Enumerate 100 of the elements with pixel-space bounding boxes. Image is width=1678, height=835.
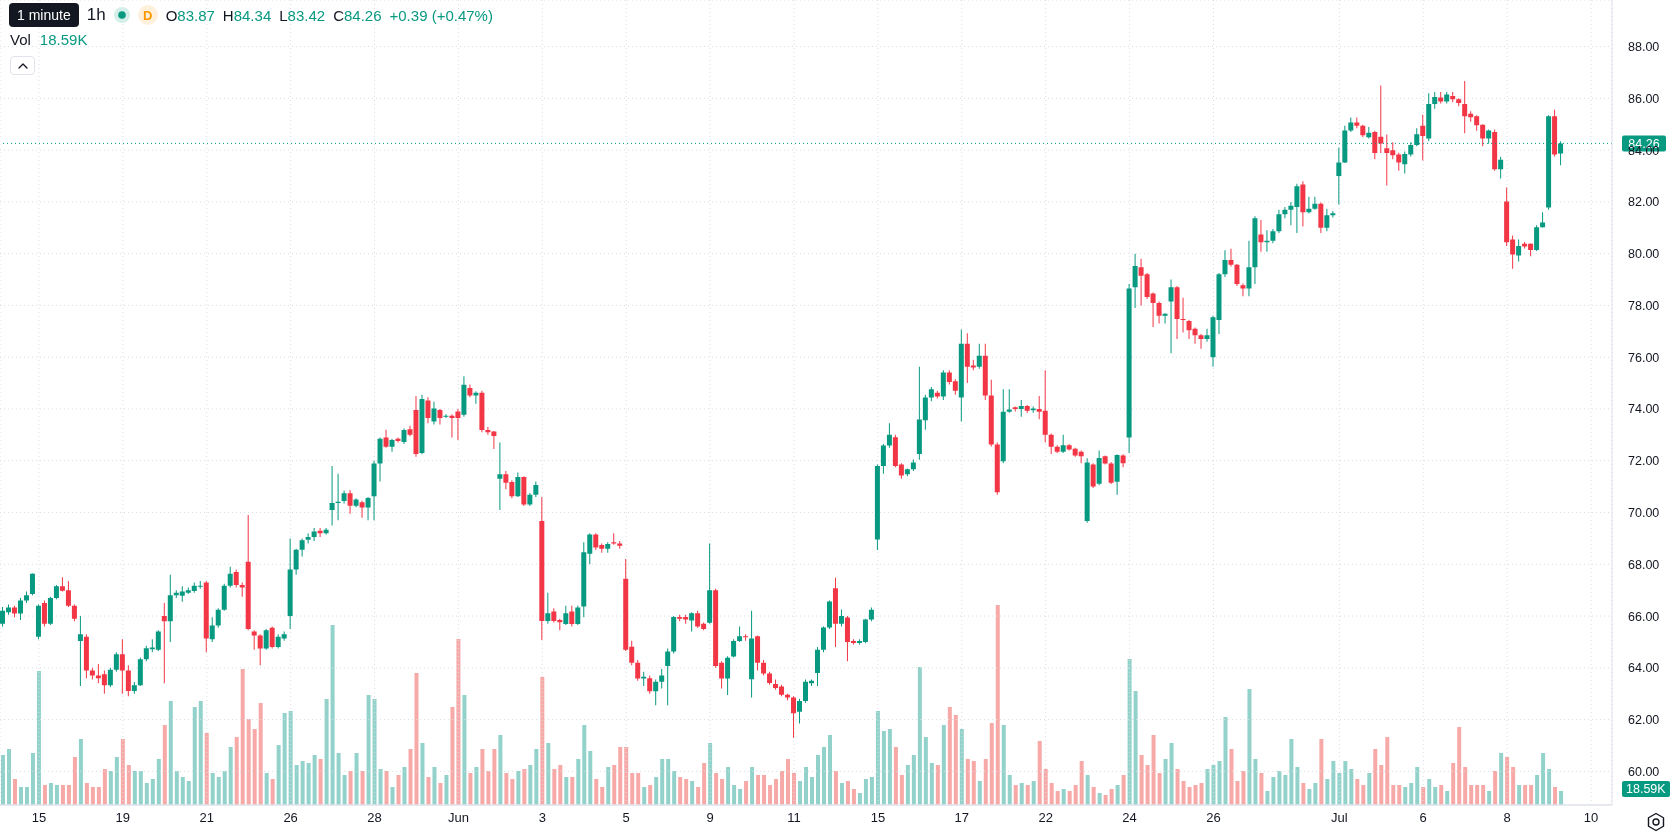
annotation: O83.87 [165,6,215,24]
bar [1529,785,1534,805]
bar [528,765,533,805]
bar [947,707,952,805]
bar [516,771,521,805]
bar [360,771,365,805]
bar [342,775,347,805]
bar [989,723,994,805]
bar [1229,749,1234,805]
candlestick [1228,248,1234,267]
bar [714,773,719,805]
bar [648,785,653,805]
bar [1199,783,1204,805]
bar [738,789,743,805]
candlestick [359,500,365,518]
bar [917,667,922,805]
bar [965,759,970,805]
bar [132,771,137,805]
bar [612,765,617,805]
bar [995,605,1000,805]
bar [654,777,659,805]
bar [1439,785,1444,805]
y-tick-label: 86.00 [1628,91,1660,106]
bar [923,737,928,805]
bar [768,785,773,805]
x-tick-label: 26 [283,810,298,826]
y-tick-label: 64.00 [1628,661,1660,676]
bar [1151,735,1156,805]
candlestick [23,591,29,604]
bar [642,787,647,805]
bar [1415,767,1420,805]
bar [600,787,605,805]
bar [780,771,785,805]
candlestick [1024,405,1030,413]
bar [594,779,599,805]
bar [1523,785,1528,805]
bar [522,769,527,805]
bar [624,747,629,805]
bar [606,767,611,805]
candlestick [1240,283,1246,297]
bar [1235,781,1240,805]
bar [726,767,731,805]
candlestick [77,616,83,686]
bar [1295,767,1300,805]
bar [672,771,677,805]
candlestick [89,667,95,680]
bar [1457,727,1462,805]
bar [1193,785,1198,805]
bar [426,777,431,805]
bar [1283,775,1288,805]
bar [480,749,485,805]
bar [1253,759,1258,805]
bar [1493,771,1498,805]
bar [570,777,575,805]
candlestick [329,465,335,526]
bar [1319,739,1324,805]
bar [552,769,557,805]
bar [1343,761,1348,805]
bar [1547,769,1552,805]
bar [1139,755,1144,805]
bar [1013,785,1018,805]
bar [618,747,623,805]
annotation: C84.26 [333,6,382,24]
bar [270,779,275,805]
bar [1481,785,1486,805]
bar [636,773,641,805]
bar [174,771,179,805]
bar [1349,769,1354,805]
bar [1187,787,1192,805]
bar [720,779,725,805]
bar [1079,761,1084,805]
bar [1145,765,1150,805]
bar [1313,783,1318,805]
x-tick-label: 6 [1419,810,1427,826]
bar [582,725,587,805]
annotation: Vol [10,31,31,48]
bar [72,757,77,805]
candlestick [1006,389,1012,413]
bar [845,781,850,805]
bar [660,759,665,805]
x-tick-label: Jul [1331,810,1348,826]
bar [402,767,407,805]
bar [1271,777,1276,805]
bar [294,765,299,805]
candlestick [1168,279,1174,354]
x-tick-label: 21 [199,810,214,826]
bar [1067,791,1072,805]
x-tick-label: 8 [1503,810,1511,826]
bar [144,783,149,805]
bar [276,745,281,805]
y-tick-label: 62.00 [1628,713,1660,728]
chart-title: 1h [86,5,106,24]
candlestick [161,603,167,684]
bar [162,725,167,805]
bar [504,773,509,805]
bar [762,775,767,805]
bar [839,783,844,805]
bar [1301,783,1306,805]
bar [977,781,982,805]
bar [786,759,791,805]
